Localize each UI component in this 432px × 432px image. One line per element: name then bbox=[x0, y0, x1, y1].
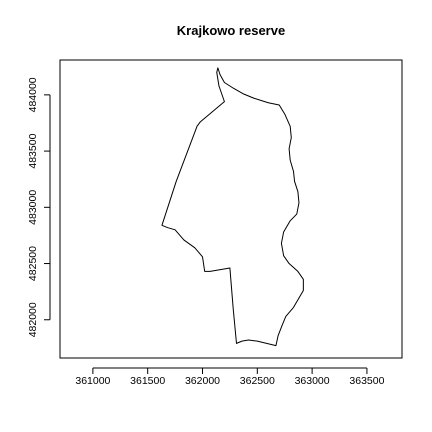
x-tick-label: 361000 bbox=[75, 375, 110, 387]
reserve-boundary bbox=[161, 67, 304, 347]
y-tick-label: 482500 bbox=[27, 246, 39, 281]
y-tick-label: 482000 bbox=[27, 302, 39, 337]
y-tick-label: 484000 bbox=[27, 77, 39, 112]
x-tick-label: 362000 bbox=[185, 375, 220, 387]
x-tick-label: 361500 bbox=[130, 375, 165, 387]
plot-frame bbox=[59, 59, 403, 359]
x-tick-label: 363000 bbox=[295, 375, 330, 387]
y-tick-label: 483000 bbox=[27, 190, 39, 225]
y-axis: 482000 482500 483000 483500 484000 bbox=[27, 77, 51, 337]
plot-title: Krajkowo reserve bbox=[177, 23, 285, 38]
x-axis: 361000 361500 362000 362500 363000 363500 bbox=[75, 367, 385, 387]
x-tick-label: 362500 bbox=[240, 375, 275, 387]
y-tick-label: 483500 bbox=[27, 133, 39, 168]
x-tick-label: 363500 bbox=[349, 375, 384, 387]
